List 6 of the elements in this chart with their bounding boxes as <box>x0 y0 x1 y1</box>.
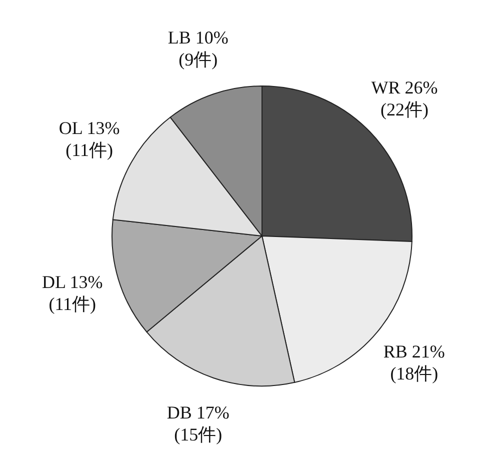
slice-label: RB 21% (18件) <box>383 342 445 384</box>
slice-label: WR 26% (22件) <box>371 78 438 120</box>
slice-label: DB 17% (15件) <box>166 402 230 444</box>
slice-label: OL 13% (11件) <box>58 118 120 160</box>
slice-label: LB 10% (9件) <box>168 28 228 70</box>
slice-label: DL 13% (11件) <box>42 272 103 314</box>
